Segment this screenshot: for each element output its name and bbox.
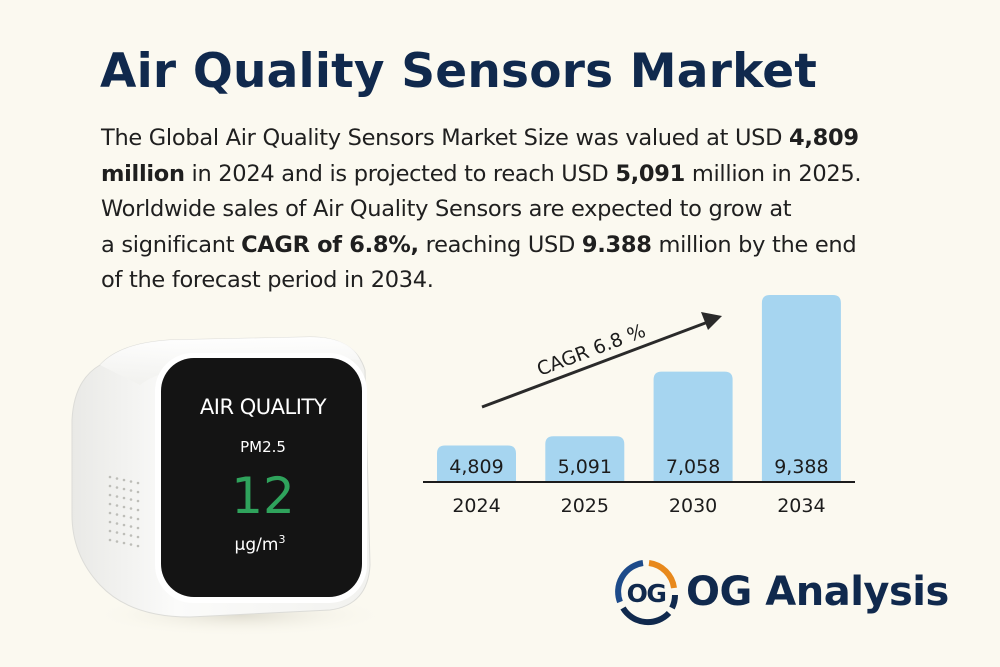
value-2024: 4,809	[789, 125, 859, 151]
description-line-2: million in 2024 and is projected to reac…	[101, 157, 941, 193]
bar-2024	[437, 445, 516, 482]
air-quality-sensor-device: AIR QUALITY PM2.5 12 μg/m3	[71, 336, 390, 637]
grille-hole	[129, 534, 133, 537]
cagr-annotation: CAGR 6.8 %	[481, 312, 722, 409]
bar-2034	[761, 295, 841, 482]
description-text: The Global Air Quality Sensors Market Si…	[101, 125, 790, 151]
x-tick-label: 2030	[669, 495, 717, 517]
cagr-value: CAGR of 6.8%,	[241, 231, 419, 258]
description-line-4: a significant CAGR of 6.8%, reaching USD…	[101, 228, 941, 264]
x-axis-tick-labels: 2024 2025 2030 2034	[452, 495, 825, 517]
grille-hole	[108, 520, 112, 524]
grille-hole	[129, 543, 133, 546]
grille-hole	[115, 504, 119, 507]
grille-hole	[136, 499, 140, 503]
grille-hole	[129, 480, 133, 483]
description-text: a significant	[101, 231, 242, 258]
grille-hole	[122, 532, 126, 536]
device-screen	[161, 358, 362, 597]
unit-million: million	[101, 160, 185, 187]
grille-hole	[122, 523, 126, 527]
grille-hole	[115, 540, 119, 543]
grille-hole	[108, 538, 112, 542]
brand-name: OG Analysis	[686, 569, 949, 615]
grille-hole	[122, 496, 126, 500]
page-title: Air Quality Sensors Market	[100, 44, 818, 99]
grille-hole	[108, 484, 112, 488]
description-text: of the forecast period in 2034.	[101, 267, 434, 294]
cagr-arrow-line	[481, 320, 709, 409]
description-line-5: of the forecast period in 2034.	[101, 263, 941, 299]
speaker-grille-icon	[108, 475, 140, 548]
grille-hole	[129, 498, 133, 501]
og-logo-mark-icon: OG	[615, 560, 679, 626]
grille-hole	[108, 502, 112, 506]
grille-hole	[108, 475, 112, 479]
grille-hole	[115, 513, 119, 516]
bar-2030	[653, 371, 733, 482]
description-text: reaching USD	[418, 231, 582, 258]
description-line-3: Worldwide sales of Air Quality Sensors a…	[101, 192, 941, 228]
grille-hole	[115, 495, 119, 498]
grille-hole	[108, 529, 112, 533]
cagr-arrow-head-icon	[701, 312, 722, 330]
grille-hole	[129, 489, 133, 492]
grille-hole	[122, 505, 126, 509]
grille-hole	[115, 522, 119, 525]
cagr-label: CAGR 6.8 %	[534, 320, 649, 381]
description-text: million by the end	[651, 231, 857, 258]
device-metric: PM2.5	[240, 438, 286, 456]
bar-value-label: 5,091	[558, 456, 612, 478]
chart-bars: 4,809 5,091 7,058 9,388	[437, 295, 841, 482]
description-text: million in 2025.	[685, 160, 862, 187]
grille-hole	[136, 490, 140, 494]
grille-hole	[108, 511, 112, 515]
grille-hole	[136, 517, 140, 521]
x-tick-label: 2034	[777, 495, 825, 517]
value-2034: 9.388	[581, 231, 652, 258]
grille-hole	[136, 508, 140, 512]
x-tick-label: 2024	[452, 495, 500, 517]
market-description: The Global Air Quality Sensors Market Si…	[101, 121, 941, 299]
og-analysis-logo: OG OG Analysis	[612, 558, 949, 626]
grille-hole	[136, 526, 140, 530]
device-heading: AIR QUALITY	[200, 395, 327, 419]
grille-hole	[129, 525, 133, 528]
grille-hole	[122, 487, 126, 491]
grille-hole	[129, 516, 133, 519]
description-text: in 2024 and is projected to reach USD	[184, 160, 616, 187]
description-line-1: The Global Air Quality Sensors Market Si…	[101, 121, 941, 157]
grille-hole	[108, 493, 112, 497]
grille-hole	[122, 478, 126, 482]
bar-value-label: 4,809	[449, 456, 503, 478]
og-logo-mark-text: OG	[627, 579, 666, 608]
bar-2025	[545, 436, 625, 482]
value-2025: 5,091	[615, 160, 685, 187]
grille-hole	[115, 531, 119, 534]
x-tick-label: 2025	[561, 495, 609, 517]
grille-hole	[122, 541, 126, 545]
device-unit-base: μg/m	[235, 535, 279, 555]
device-value: 12	[231, 467, 295, 525]
grille-hole	[115, 486, 119, 489]
bar-value-label: 9,388	[774, 456, 828, 478]
description-text: Worldwide sales of Air Quality Sensors a…	[101, 196, 792, 223]
grille-hole	[122, 514, 126, 518]
grille-hole	[136, 535, 140, 539]
grille-hole	[136, 481, 140, 485]
bar-value-label: 7,058	[666, 456, 720, 478]
grille-hole	[129, 507, 133, 510]
grille-hole	[115, 477, 119, 480]
device-unit-exponent: 3	[278, 533, 285, 546]
grille-hole	[136, 544, 140, 548]
device-unit: μg/m3	[235, 533, 286, 555]
